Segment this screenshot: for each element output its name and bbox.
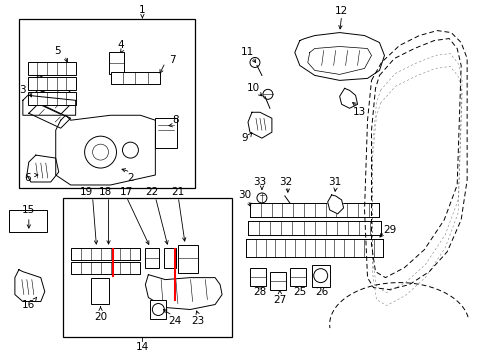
Text: 26: 26	[314, 287, 327, 297]
Text: 29: 29	[382, 225, 395, 235]
Text: 18: 18	[99, 187, 112, 197]
Text: 2: 2	[127, 173, 134, 183]
Text: 25: 25	[293, 287, 306, 297]
Text: 7: 7	[169, 55, 175, 66]
Polygon shape	[23, 95, 76, 115]
Bar	[178, 245, 198, 273]
Text: 1: 1	[139, 5, 145, 15]
Text: 23: 23	[191, 316, 204, 327]
Text: 22: 22	[145, 187, 159, 197]
Text: 27: 27	[273, 294, 286, 305]
Text: 6: 6	[24, 173, 31, 183]
Polygon shape	[15, 270, 45, 302]
Bar	[62, 198, 232, 337]
Bar	[19, 19, 195, 188]
Text: 9: 9	[241, 133, 248, 143]
Text: 11: 11	[240, 48, 253, 58]
Text: 32: 32	[279, 177, 292, 187]
Text: 3: 3	[20, 85, 26, 95]
Bar	[164, 248, 176, 268]
Text: 12: 12	[334, 6, 347, 15]
Bar	[150, 300, 166, 319]
Polygon shape	[247, 112, 271, 138]
Polygon shape	[29, 103, 71, 128]
Bar	[90, 278, 108, 303]
Text: 31: 31	[327, 177, 341, 187]
Text: 15: 15	[22, 205, 36, 215]
Bar	[28, 77, 76, 90]
Text: 33: 33	[253, 177, 266, 187]
Polygon shape	[29, 89, 71, 114]
Bar	[9, 210, 47, 232]
Text: 28: 28	[253, 287, 266, 297]
Polygon shape	[27, 155, 59, 182]
Text: 4: 4	[117, 40, 123, 50]
Bar	[28, 92, 76, 105]
Bar	[71, 248, 140, 260]
Polygon shape	[56, 115, 155, 185]
Text: 17: 17	[120, 187, 133, 197]
Text: 14: 14	[136, 342, 149, 352]
Bar	[110, 72, 160, 84]
Text: 10: 10	[246, 84, 259, 93]
Polygon shape	[29, 75, 71, 100]
Text: 20: 20	[94, 312, 107, 323]
Text: 16: 16	[22, 300, 36, 310]
Polygon shape	[339, 88, 357, 108]
Bar	[269, 272, 285, 289]
Text: 30: 30	[238, 190, 251, 200]
Bar	[249, 268, 265, 285]
Bar	[289, 268, 305, 285]
Bar	[108, 53, 124, 75]
Polygon shape	[294, 32, 384, 80]
Bar	[155, 118, 177, 148]
Text: 5: 5	[54, 45, 61, 55]
Text: 24: 24	[168, 316, 182, 327]
Bar	[28, 62, 76, 75]
Polygon shape	[327, 195, 343, 214]
Text: 13: 13	[352, 107, 366, 117]
Bar	[311, 265, 329, 287]
Bar	[145, 248, 159, 268]
Bar	[71, 262, 140, 274]
Text: 19: 19	[80, 187, 93, 197]
Text: 8: 8	[172, 115, 178, 125]
Text: 21: 21	[171, 187, 184, 197]
Polygon shape	[145, 275, 222, 310]
